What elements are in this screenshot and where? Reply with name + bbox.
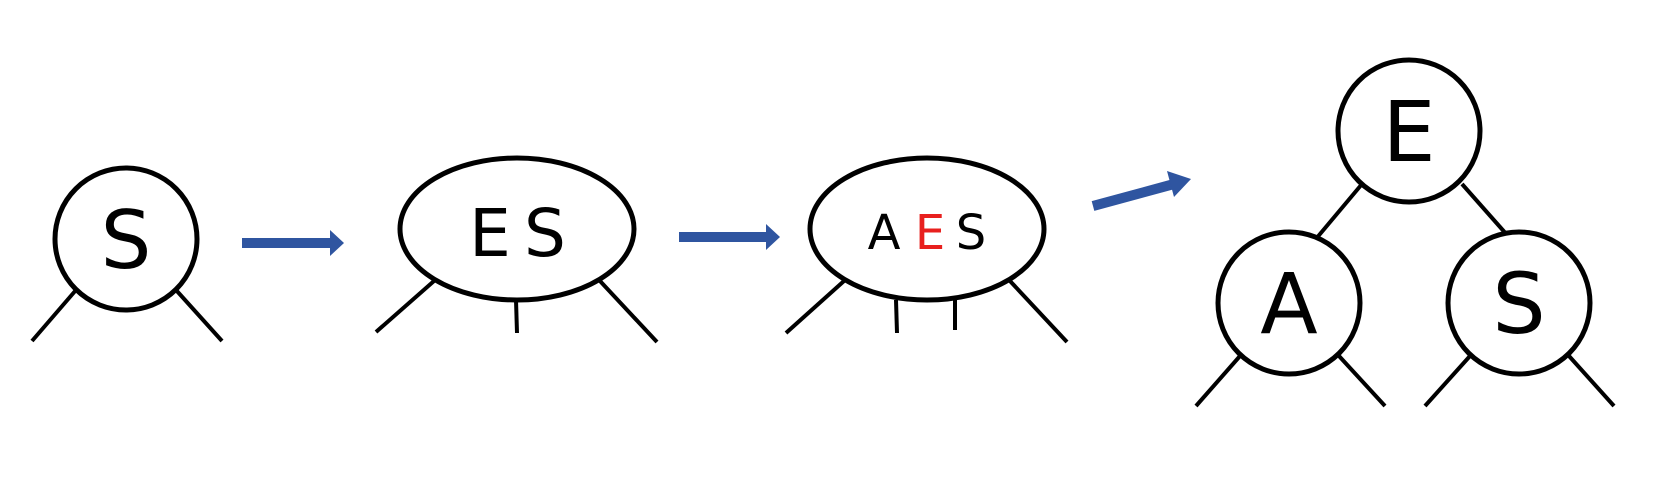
stage-2-middle-link bbox=[514, 299, 519, 334]
arrow-2 bbox=[679, 224, 780, 250]
stage-3-link-1 bbox=[784, 279, 846, 335]
arrow-3-shaft bbox=[1091, 179, 1176, 211]
tree-edge-root-right bbox=[1460, 182, 1510, 238]
arrow-1-head bbox=[330, 230, 344, 256]
result-tree: E A S bbox=[1194, 57, 1616, 408]
tree-left-child-right-link bbox=[1337, 354, 1387, 408]
tree-root-node bbox=[1335, 57, 1483, 205]
stage-3-key-a: A bbox=[868, 205, 901, 261]
arrow-2-head bbox=[766, 224, 780, 250]
stage-2-node: E S bbox=[374, 155, 659, 344]
stage-2-ellipse bbox=[397, 155, 637, 303]
tree-edge-root-left bbox=[1313, 182, 1364, 242]
arrow-3-head bbox=[1167, 171, 1191, 197]
stage-3-node: A E S bbox=[784, 155, 1069, 344]
stage-1-circle bbox=[52, 165, 200, 313]
stage-3-key-e-highlighted: E bbox=[915, 205, 945, 261]
tree-left-child-key-a: A bbox=[1260, 255, 1317, 353]
arrow-1 bbox=[242, 230, 344, 256]
stage-1-node: S bbox=[30, 165, 224, 343]
tree-right-child-node bbox=[1445, 229, 1593, 377]
tree-left-child-left-link bbox=[1194, 354, 1242, 408]
stage-1-key-s: S bbox=[101, 194, 152, 287]
stage-3-link-2 bbox=[894, 299, 899, 334]
tree-right-child-left-link bbox=[1423, 354, 1472, 408]
tree-right-child-key-s: S bbox=[1492, 255, 1545, 353]
tree-left-child-node bbox=[1215, 229, 1363, 377]
stage-2-key-s: S bbox=[524, 195, 566, 272]
stage-1-right-link bbox=[174, 288, 224, 343]
stage-2-left-link bbox=[374, 279, 436, 334]
arrow-3 bbox=[1091, 171, 1191, 211]
stage-3-link-4 bbox=[1008, 279, 1069, 344]
tree-root-key-e: E bbox=[1382, 83, 1435, 181]
stage-1-left-link bbox=[30, 288, 78, 343]
stage-3-key-s: S bbox=[956, 205, 986, 261]
stage-2-key-e: E bbox=[469, 195, 511, 272]
stage-3-ellipse bbox=[807, 155, 1047, 303]
tree-right-child-right-link bbox=[1567, 354, 1616, 408]
stage-2-right-link bbox=[598, 279, 659, 344]
